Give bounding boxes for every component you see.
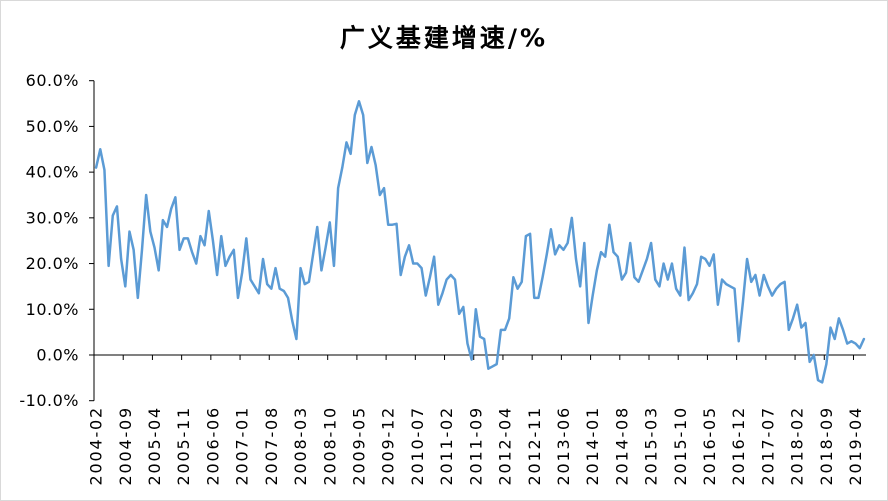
x-axis: 2004-02 2004-09 2005-04 2005-11 2006-06 2007-… bbox=[87, 354, 866, 485]
y-tick-label: -10.0% bbox=[19, 391, 79, 410]
x-tick-label: 2016-05 bbox=[700, 406, 719, 485]
x-tick-label: 2007-08 bbox=[262, 406, 281, 485]
chart-title: 广义基建增速/% bbox=[340, 24, 548, 53]
x-tick-label: 2015-03 bbox=[642, 406, 661, 485]
x-tick-label: 2011-02 bbox=[437, 406, 456, 485]
y-tick-label: 60.0% bbox=[26, 71, 79, 90]
x-tick-label: 2019-04 bbox=[846, 406, 865, 485]
x-tick-label: 2017-07 bbox=[758, 406, 777, 485]
y-tick-label: 10.0% bbox=[26, 300, 79, 319]
x-tick-label: 2018-02 bbox=[788, 406, 807, 485]
x-tick-label: 2004-02 bbox=[87, 406, 106, 485]
y-tick-label: 50.0% bbox=[26, 117, 79, 136]
y-tick-label: 30.0% bbox=[26, 208, 79, 227]
x-tick-label: 2007-01 bbox=[233, 406, 252, 485]
x-tick-label: 2006-06 bbox=[203, 406, 222, 485]
x-tick-label: 2014-08 bbox=[612, 406, 631, 485]
x-tick-label: 2014-01 bbox=[583, 406, 602, 485]
series-line bbox=[94, 100, 866, 384]
x-tick-label: 2015-10 bbox=[671, 406, 690, 485]
y-tick-label: 40.0% bbox=[26, 163, 79, 182]
plot-series bbox=[94, 100, 866, 384]
x-tick-label: 2004-09 bbox=[116, 406, 135, 485]
x-tick-label: 2009-05 bbox=[349, 406, 368, 485]
x-tick-label: 2016-12 bbox=[729, 406, 748, 485]
x-tick-label: 2008-10 bbox=[320, 406, 339, 485]
x-tick-label: 2013-06 bbox=[554, 406, 573, 485]
x-tick-label: 2008-03 bbox=[291, 406, 310, 485]
x-tick-label: 2012-04 bbox=[496, 406, 515, 485]
y-tick-label: 20.0% bbox=[26, 254, 79, 273]
x-tick-label: 2012-11 bbox=[525, 406, 544, 485]
x-tick-label: 2018-09 bbox=[817, 406, 836, 485]
x-tick-label: 2005-11 bbox=[174, 406, 193, 485]
x-tick-label: 2005-04 bbox=[145, 406, 164, 485]
x-tick-label: 2009-12 bbox=[379, 406, 398, 485]
x-tick-label: 2010-07 bbox=[408, 406, 427, 485]
x-tick-label: 2011-09 bbox=[466, 406, 485, 485]
y-axis: -10.0% 0.0% 10.0% 20.0% 30.0% 40.0% 50.0% 60.0% bbox=[19, 71, 95, 410]
y-tick-label: 0.0% bbox=[36, 345, 79, 364]
